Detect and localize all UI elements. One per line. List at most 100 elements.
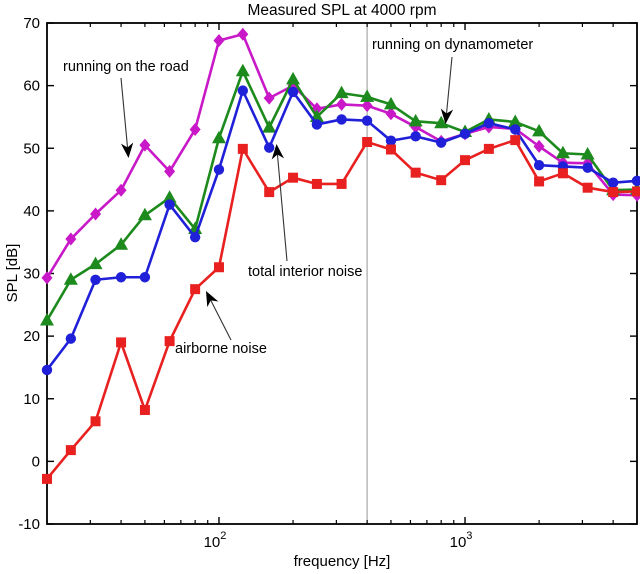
triangle-marker	[434, 115, 449, 129]
series-layer	[40, 27, 640, 484]
triangle-marker	[211, 130, 226, 144]
annotation-line	[276, 152, 288, 262]
triangle-marker	[88, 256, 103, 270]
circle-marker	[65, 333, 77, 344]
y-tick-label: 50	[23, 140, 40, 157]
triangle-marker	[360, 89, 375, 102]
square-marker	[410, 167, 421, 178]
circle-marker	[533, 159, 545, 171]
circle-marker	[336, 114, 347, 125]
triangle-marker	[262, 120, 277, 133]
square-marker	[139, 405, 150, 416]
series-airborne-noise	[42, 135, 640, 484]
y-tick-label: -10	[18, 516, 40, 533]
y-tick-label: 30	[23, 266, 40, 283]
triangle-marker	[235, 63, 250, 77]
square-marker	[164, 336, 175, 347]
circle-marker	[483, 118, 495, 129]
triangle-marker	[508, 114, 523, 127]
circle-marker	[287, 86, 299, 98]
chart-title: Measured SPL at 4000 rpm	[248, 2, 437, 19]
square-marker	[557, 168, 568, 179]
triangle-marker	[40, 312, 54, 326]
axes-layer: -10 0 10 20 30 40 50 60 70 102 103	[18, 15, 638, 551]
y-tick-label: 10	[23, 391, 40, 408]
square-marker	[311, 178, 322, 189]
y-tick-label: 0	[32, 453, 40, 470]
diamond-marker	[164, 164, 176, 178]
triangle-marker	[162, 190, 177, 203]
annotation-arrowhead	[120, 142, 134, 158]
diamond-marker	[533, 139, 545, 153]
annotation-text: total interior noise	[248, 264, 362, 280]
circle-marker	[115, 272, 127, 283]
circle-marker	[510, 124, 521, 135]
y-axis-label: SPL [dB]	[4, 244, 21, 303]
square-marker	[190, 284, 201, 295]
square-marker	[237, 143, 248, 154]
triangle-marker	[383, 96, 398, 110]
square-marker	[582, 182, 593, 193]
square-marker	[608, 187, 619, 198]
annotation-running-on-dynamometer: running on dynamometer	[372, 37, 533, 124]
square-marker	[534, 176, 545, 187]
triangle-marker	[580, 147, 595, 160]
diamond-marker	[115, 183, 127, 197]
circle-marker	[264, 142, 275, 153]
diamond-marker	[213, 34, 225, 48]
diamond-marker	[65, 232, 77, 246]
square-marker	[264, 187, 275, 198]
annotations-layer: running on the road running on dynamomete…	[63, 37, 533, 357]
square-marker	[288, 172, 299, 183]
annotation-text: running on dynamometer	[372, 37, 533, 53]
circle-marker	[311, 119, 323, 130]
square-marker	[632, 186, 640, 197]
circle-marker	[459, 128, 471, 140]
triangle-marker	[114, 237, 129, 250]
annotation-line	[445, 56, 453, 116]
x-axis-label: frequency [Hz]	[294, 553, 391, 570]
circle-marker	[237, 85, 249, 96]
annotation-text: running on the road	[63, 59, 189, 75]
square-marker	[460, 155, 471, 166]
circle-marker	[41, 364, 53, 376]
circle-marker	[361, 115, 373, 126]
series-total-interior-noise	[41, 85, 640, 376]
circle-marker	[90, 274, 101, 285]
square-marker	[116, 337, 127, 348]
annotation-line	[120, 77, 129, 150]
square-marker	[65, 445, 76, 456]
y-tick-label: 60	[23, 78, 40, 95]
annotation-running-on-the-road: running on the road	[63, 59, 189, 158]
y-tick-label: 20	[23, 328, 40, 345]
annotation-arrowhead	[440, 108, 454, 124]
diamond-marker	[189, 122, 201, 136]
annotation-text: airborne noise	[175, 341, 267, 357]
annotation-total-interior-noise: total interior noise	[248, 144, 362, 280]
y-tick-label: 70	[23, 15, 40, 32]
diamond-marker	[41, 271, 53, 285]
circle-marker	[631, 175, 640, 187]
diamond-marker	[139, 138, 151, 152]
diamond-marker	[385, 107, 397, 121]
square-marker	[42, 473, 52, 484]
square-marker	[213, 262, 224, 273]
circle-marker	[385, 135, 397, 146]
circle-marker	[213, 164, 225, 175]
square-marker	[510, 135, 521, 146]
triangle-marker	[63, 272, 78, 285]
circle-marker	[164, 199, 175, 210]
diamond-marker	[361, 99, 373, 113]
annotation-line	[209, 298, 232, 341]
square-marker	[436, 175, 447, 186]
triangle-marker	[532, 123, 547, 137]
triangle-marker	[137, 207, 152, 221]
square-marker	[336, 178, 347, 189]
circle-marker	[139, 272, 151, 283]
annotation-airborne-noise: airborne noise	[175, 291, 267, 357]
triangle-marker	[555, 145, 570, 159]
circle-marker	[607, 177, 619, 188]
circle-marker	[189, 231, 201, 243]
